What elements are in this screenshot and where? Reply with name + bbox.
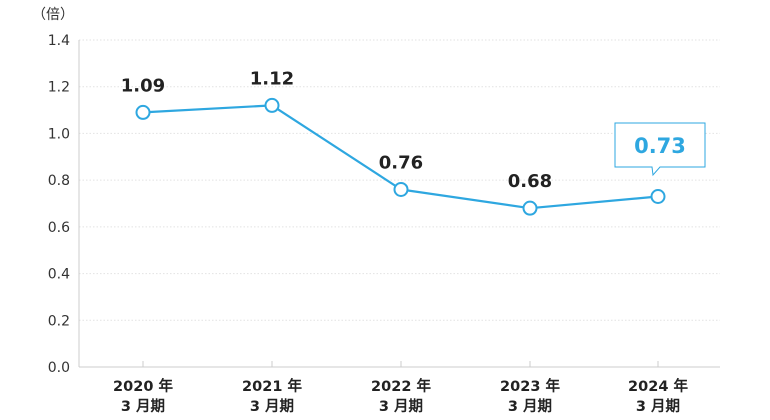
data-points xyxy=(135,97,666,216)
axes xyxy=(78,40,720,368)
y-tick-label: 1.0 xyxy=(48,126,70,142)
y-axis-unit-label: （倍） xyxy=(32,7,74,23)
gridlines xyxy=(79,39,720,321)
y-tick-labels: 0.0 0.2 0.4 0.6 0.8 1.0 1.2 1.4 xyxy=(48,33,70,376)
data-label: 1.09 xyxy=(121,75,165,96)
y-tick-label: 0.2 xyxy=(48,313,70,329)
y-tick-label: 0.6 xyxy=(48,220,70,236)
y-tick-label: 0.8 xyxy=(48,173,70,189)
data-point-marker xyxy=(650,188,666,204)
y-tick-label: 0.0 xyxy=(48,360,70,376)
data-label: 1.12 xyxy=(250,68,294,89)
highlight-callout-box xyxy=(614,122,706,177)
data-label: 0.76 xyxy=(379,152,423,173)
x-tick-marks xyxy=(142,361,659,367)
y-tick-label: 1.2 xyxy=(48,80,70,96)
data-label: 0.68 xyxy=(508,171,552,192)
y-tick-label: 1.4 xyxy=(48,33,70,49)
data-point-marker xyxy=(264,97,280,113)
data-point-marker xyxy=(522,200,538,216)
y-tick-label: 0.4 xyxy=(48,267,70,283)
data-point-marker xyxy=(393,181,409,197)
highlight-callout xyxy=(614,122,706,177)
data-label-highlight: 0.73 xyxy=(634,134,686,158)
data-labels: 1.09 1.12 0.76 0.68 0.73 xyxy=(121,68,686,192)
data-point-marker xyxy=(135,104,151,120)
